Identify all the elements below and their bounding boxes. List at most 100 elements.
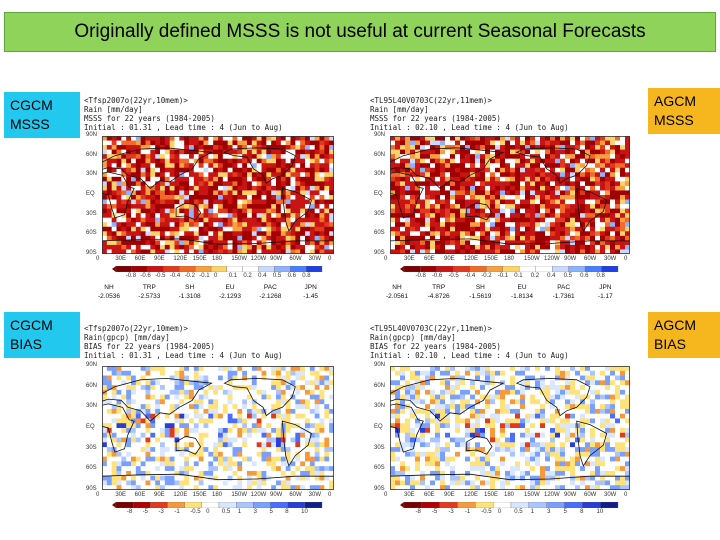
lon-label: 90E [154, 492, 165, 498]
header-line: Rain(gpcp) [mm/day] [370, 333, 456, 342]
header-line: Rain(gpcp) [mm/day] [84, 333, 170, 342]
lat-label: 30S [374, 210, 385, 217]
score-region: JPN [304, 284, 317, 291]
lon-label: 60E [424, 492, 435, 498]
colorbar-tick-label: 0.8 [596, 273, 605, 279]
colorbar-tick-label: 10 [596, 509, 604, 515]
lat-label: 90S [374, 486, 385, 492]
label-line-1: AGCM [654, 93, 696, 109]
colorbar-tick-label: -0.5 [190, 509, 201, 515]
lon-label: 90E [444, 256, 455, 262]
lon-label: 60W [289, 492, 302, 498]
score-region: JPN [599, 284, 612, 291]
score-value: -1.5619 [469, 293, 492, 300]
panel-agcm-bias: <TL95L40V0703C(22yr,11mem)> Rain(gpcp) [m… [370, 324, 646, 534]
lon-label: 0 [96, 492, 100, 498]
lon-label: 120W [544, 492, 560, 498]
label-line-1: CGCM [10, 97, 53, 113]
score-region: EU [225, 284, 235, 291]
map-field [390, 136, 630, 254]
lon-label: 0 [624, 256, 628, 262]
lon-label: 150W [231, 492, 248, 498]
colorbar-tick-label: 0.2 [530, 273, 540, 279]
colorbar-tick-label: 0.5 [221, 509, 231, 515]
lon-label: 150W [524, 256, 540, 262]
header-line: <Tfsp2007o(22yr,10mem)> [84, 324, 188, 333]
lon-label: 90W [564, 256, 577, 262]
label-line-2: BIAS [10, 336, 42, 352]
map-field [102, 366, 334, 490]
lon-label: 120W [544, 256, 560, 262]
label-agcm-bias: AGCM BIAS [648, 312, 720, 358]
label-agcm-msss: AGCM MSSS [648, 88, 720, 134]
label-line-1: CGCM [10, 317, 53, 333]
colorbar-tick-label: 0.1 [228, 273, 238, 279]
lon-label: 0 [328, 256, 332, 262]
lon-label: 180 [212, 256, 223, 262]
region-scores: NH -2.0561 TRP -4.8726 SH -1.5619 EU -1.8134 PAC… [378, 284, 638, 306]
colorbar-tick-label: -0.5 [448, 273, 459, 279]
lon-label: 120E [173, 256, 188, 262]
colorbar-tick-label: -0.4 [464, 273, 476, 279]
panel-cgcm-msss: <Tfsp2007o(22yr,10mem)> Rain [mm/day] MSSS… [84, 96, 344, 318]
header-line: Rain [mm/day] [370, 105, 429, 114]
lon-label: 90E [154, 256, 165, 262]
lon-label: 60E [424, 256, 435, 262]
header-line: <TL95L40V0703C(22yr,11mem)> [370, 324, 492, 333]
lon-label: 0 [96, 256, 100, 262]
colorbar [400, 266, 619, 272]
colorbar [400, 502, 619, 508]
score-region: NH [392, 284, 402, 291]
map-field [390, 366, 630, 490]
colorbar-tick-label: -5 [142, 509, 149, 515]
header-line: <Tfsp2007o(22yr,10mem)> [84, 96, 188, 105]
lon-label: 150E [484, 256, 499, 262]
header-line: BIAS for 22 years (1984-2005) [84, 342, 215, 351]
colorbar-tick-label: 0.1 [514, 273, 523, 279]
header-line: MSSS for 22 years (1984-2005) [84, 114, 215, 123]
lon-label: 30W [604, 256, 617, 262]
coastline [390, 377, 630, 481]
colorbar-tick-label: -1 [464, 509, 471, 515]
lon-label: 0 [624, 492, 628, 498]
lon-label: 150W [524, 492, 540, 498]
map-field [102, 136, 334, 254]
panel-header: <Tfsp2007o(22yr,10mem)> Rain(gpcp) [mm/da… [84, 324, 283, 360]
lon-label: 60W [584, 256, 597, 262]
colorbar-tick-label: 0.5 [514, 509, 523, 515]
lat-label: 90N [374, 362, 386, 368]
lon-label: 0 [384, 492, 388, 498]
score-value: -4.8726 [427, 293, 450, 300]
colorbar-tick-label: 1 [237, 509, 242, 515]
lon-label: 120E [173, 492, 188, 498]
score-value: -1.3108 [178, 293, 201, 300]
label-line-2: BIAS [654, 336, 686, 352]
lon-label: 150E [192, 492, 207, 498]
label-cgcm-msss: CGCM MSSS [4, 92, 80, 138]
lon-label: 90W [564, 492, 577, 498]
score-value: -2.0561 [385, 293, 409, 300]
lat-label: 60N [86, 382, 98, 389]
header-line: Initial : 02.10 , Lead time : 4 (Jun to … [370, 123, 569, 132]
score-region: SH [185, 284, 195, 291]
colorbar-tick-label: -8 [415, 509, 421, 515]
colorbar-tick-label: -0.6 [431, 273, 443, 279]
lon-label: 120E [464, 256, 479, 262]
colorbar-tick-label: 3 [253, 509, 257, 515]
panel-agcm-msss: <TL95L40V0703C(22yr,11mem)> Rain [mm/day]… [370, 96, 646, 318]
colorbar-tick-label: -8 [126, 509, 133, 515]
lon-label: 60E [134, 256, 146, 262]
lon-label: 180 [504, 492, 515, 498]
lat-label: 30N [374, 171, 386, 178]
lon-label: 30E [404, 256, 415, 262]
colorbar-tick-label: 0.8 [302, 273, 311, 279]
lat-label: 60N [86, 151, 98, 158]
colorbar-tick-label: 10 [301, 509, 308, 515]
coastline [390, 147, 630, 245]
lat-label: 90S [86, 486, 97, 492]
header-line: Initial : 02.10 , Lead time : 4 (Jun to … [370, 351, 569, 360]
label-line-1: AGCM [654, 317, 696, 333]
slide-title: Originally defined MSSS is not useful at… [4, 12, 716, 52]
colorbar-tick-label: 5 [563, 509, 567, 515]
lon-label: 30E [115, 492, 127, 498]
